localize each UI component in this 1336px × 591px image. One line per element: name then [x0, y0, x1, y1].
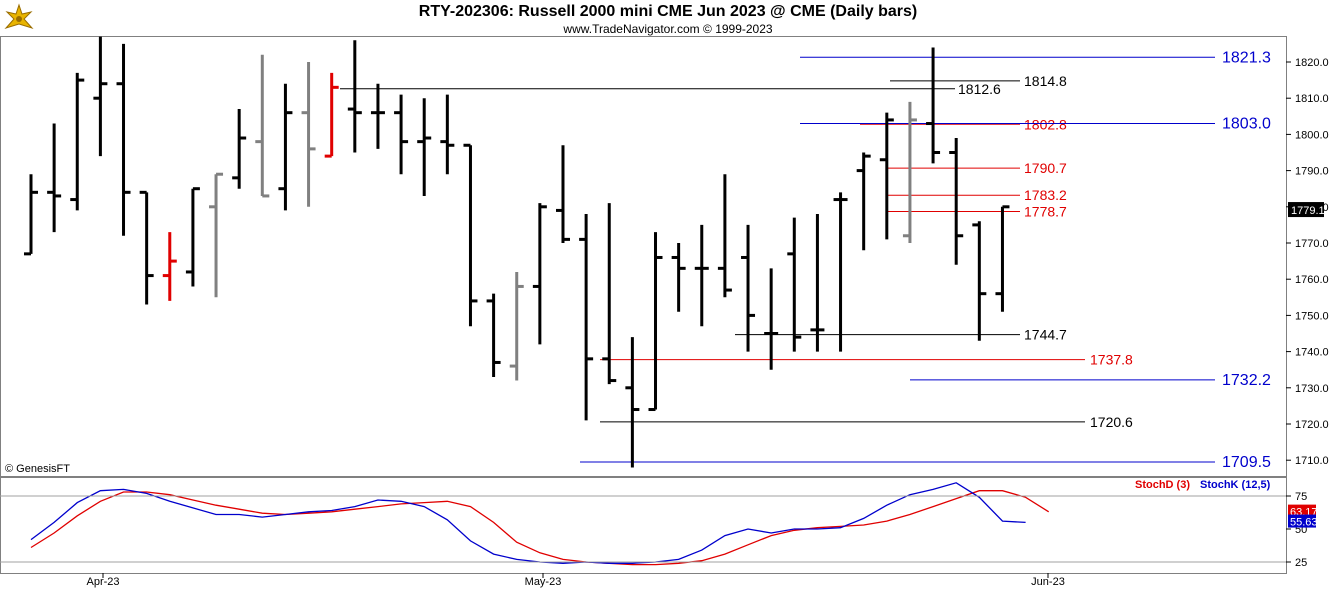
- ohlc-bar: [972, 221, 987, 341]
- ohlc-bar: [509, 271, 524, 381]
- level-label: 1720.6: [1090, 414, 1133, 430]
- ohlc-bar: [347, 40, 362, 153]
- level-label: 1778.7: [1024, 204, 1067, 220]
- genesis-logo-icon: [4, 3, 34, 30]
- ohlc-bar: [879, 112, 894, 240]
- level-label: 1783.2: [1024, 187, 1067, 203]
- level-label: 1709.5: [1222, 454, 1271, 471]
- level-label: 1732.2: [1222, 372, 1271, 389]
- ohlc-bar: [417, 98, 432, 196]
- ohlc-bar: [625, 337, 640, 468]
- watermark: © GenesisFT: [5, 463, 70, 475]
- last-price-box: [1288, 202, 1324, 218]
- date-tick-label: Jun-23: [1031, 576, 1065, 588]
- ohlc-bar: [185, 187, 200, 287]
- level-label: 1737.8: [1090, 352, 1133, 368]
- date-axis: Apr-23 May-23 Jun-23: [86, 573, 1065, 588]
- stoch-lines: [30, 482, 1050, 566]
- ohlc-bar: [370, 83, 385, 149]
- stoch-series-line: [30, 490, 1050, 566]
- ohlc-bar: [902, 101, 917, 243]
- ohlc-bar: [648, 232, 663, 412]
- ohlc-bar: [810, 214, 825, 352]
- ohlc-bar: [301, 62, 316, 207]
- stoch-legend: StochD (3) StochK (12,5): [1135, 479, 1271, 491]
- ohlc-bar: [324, 72, 339, 158]
- price-tick-label: 1730.0: [1295, 383, 1329, 395]
- ohlc-bar: [532, 203, 547, 345]
- ohlc-bar: [741, 224, 756, 352]
- ohlc-bar: [440, 94, 455, 175]
- ohlc-bar: [995, 205, 1010, 312]
- ohlc-bar: [602, 203, 617, 385]
- price-tick-label: 1810.0: [1295, 93, 1329, 105]
- level-label: 1803.0: [1222, 116, 1271, 133]
- ohlc-bar: [255, 54, 270, 198]
- stoch-last-label: 55.63: [1290, 517, 1318, 529]
- ohlc-bar: [394, 94, 409, 175]
- price-tick-label: 1770.0: [1295, 238, 1329, 250]
- price-tick-label: 1710.0: [1295, 455, 1329, 467]
- price-tick-label: 1720.0: [1295, 419, 1329, 431]
- ohlc-bar: [278, 83, 293, 211]
- ohlc-bar: [162, 232, 177, 301]
- ohlc-bar: [70, 72, 85, 211]
- ohlc-bar: [93, 36, 108, 157]
- ohlc-bar: [555, 145, 570, 243]
- date-tick-label: May-23: [525, 576, 562, 588]
- ohlc-bar: [833, 192, 848, 352]
- ohlc-bar: [926, 47, 941, 164]
- price-tick-label: 1820.0: [1295, 57, 1329, 69]
- ohlc-bar: [856, 152, 871, 251]
- price-tick-label: 1740.0: [1295, 347, 1329, 359]
- price-tick-label: 1760.0: [1295, 274, 1329, 286]
- ohlc-bars: [24, 36, 1010, 468]
- stoch-tick-label: 75: [1295, 491, 1307, 503]
- price-tick-label: 1800.0: [1295, 129, 1329, 141]
- date-tick-label: Apr-23: [86, 576, 119, 588]
- level-label: 1812.6: [958, 81, 1001, 97]
- stoch-tick-label: 25: [1295, 557, 1307, 569]
- stoch-last-box: [1288, 504, 1316, 518]
- level-label: 1790.7: [1024, 160, 1067, 176]
- level-label: 1744.7: [1024, 327, 1067, 343]
- price-tick-label: 1790.0: [1295, 166, 1329, 178]
- ohlc-bar: [671, 243, 686, 312]
- level-label: 1814.8: [1024, 73, 1067, 89]
- ohlc-bar: [139, 190, 154, 305]
- level-label: 1821.3: [1222, 49, 1271, 66]
- stoch-last-box: [1288, 514, 1316, 528]
- chart-title: RTY-202306: Russell 2000 mini CME Jun 20…: [418, 3, 918, 20]
- stoch-legend-item: StochD (3): [1135, 479, 1190, 491]
- ohlc-bar: [209, 172, 224, 298]
- last-price-label: 1779.1: [1291, 205, 1325, 217]
- ohlc-bar: [717, 174, 732, 298]
- ohlc-bar: [694, 224, 709, 327]
- price-tick-label: 1750.0: [1295, 310, 1329, 322]
- ohlc-bar: [579, 214, 594, 421]
- stoch-legend-item: StochK (12,5): [1200, 479, 1271, 491]
- ohlc-bar: [47, 123, 62, 233]
- chart-subtitle: www.TradeNavigator.com © 1999-2023: [563, 22, 773, 36]
- ohlc-bar: [764, 268, 779, 370]
- stoch-panel-frame: [0, 477, 1287, 574]
- price-axis: 1820.01810.01800.01790.01780.01770.01760…: [1286, 57, 1329, 467]
- ohlc-bar: [24, 174, 38, 256]
- ohlc-bar: [116, 43, 131, 236]
- price-panel: 1821.3 1814.8 1812.6 1802.8 1803.0 1790.7 1783…: [0, 36, 1329, 477]
- ohlc-bar: [486, 293, 501, 377]
- ohlc-bar: [949, 138, 964, 265]
- ohlc-bar: [463, 143, 478, 327]
- stoch-series-line: [30, 482, 1026, 564]
- level-label: 1802.8: [1024, 116, 1067, 132]
- ohlc-bar: [787, 217, 802, 352]
- ohlc-bar: [232, 109, 247, 189]
